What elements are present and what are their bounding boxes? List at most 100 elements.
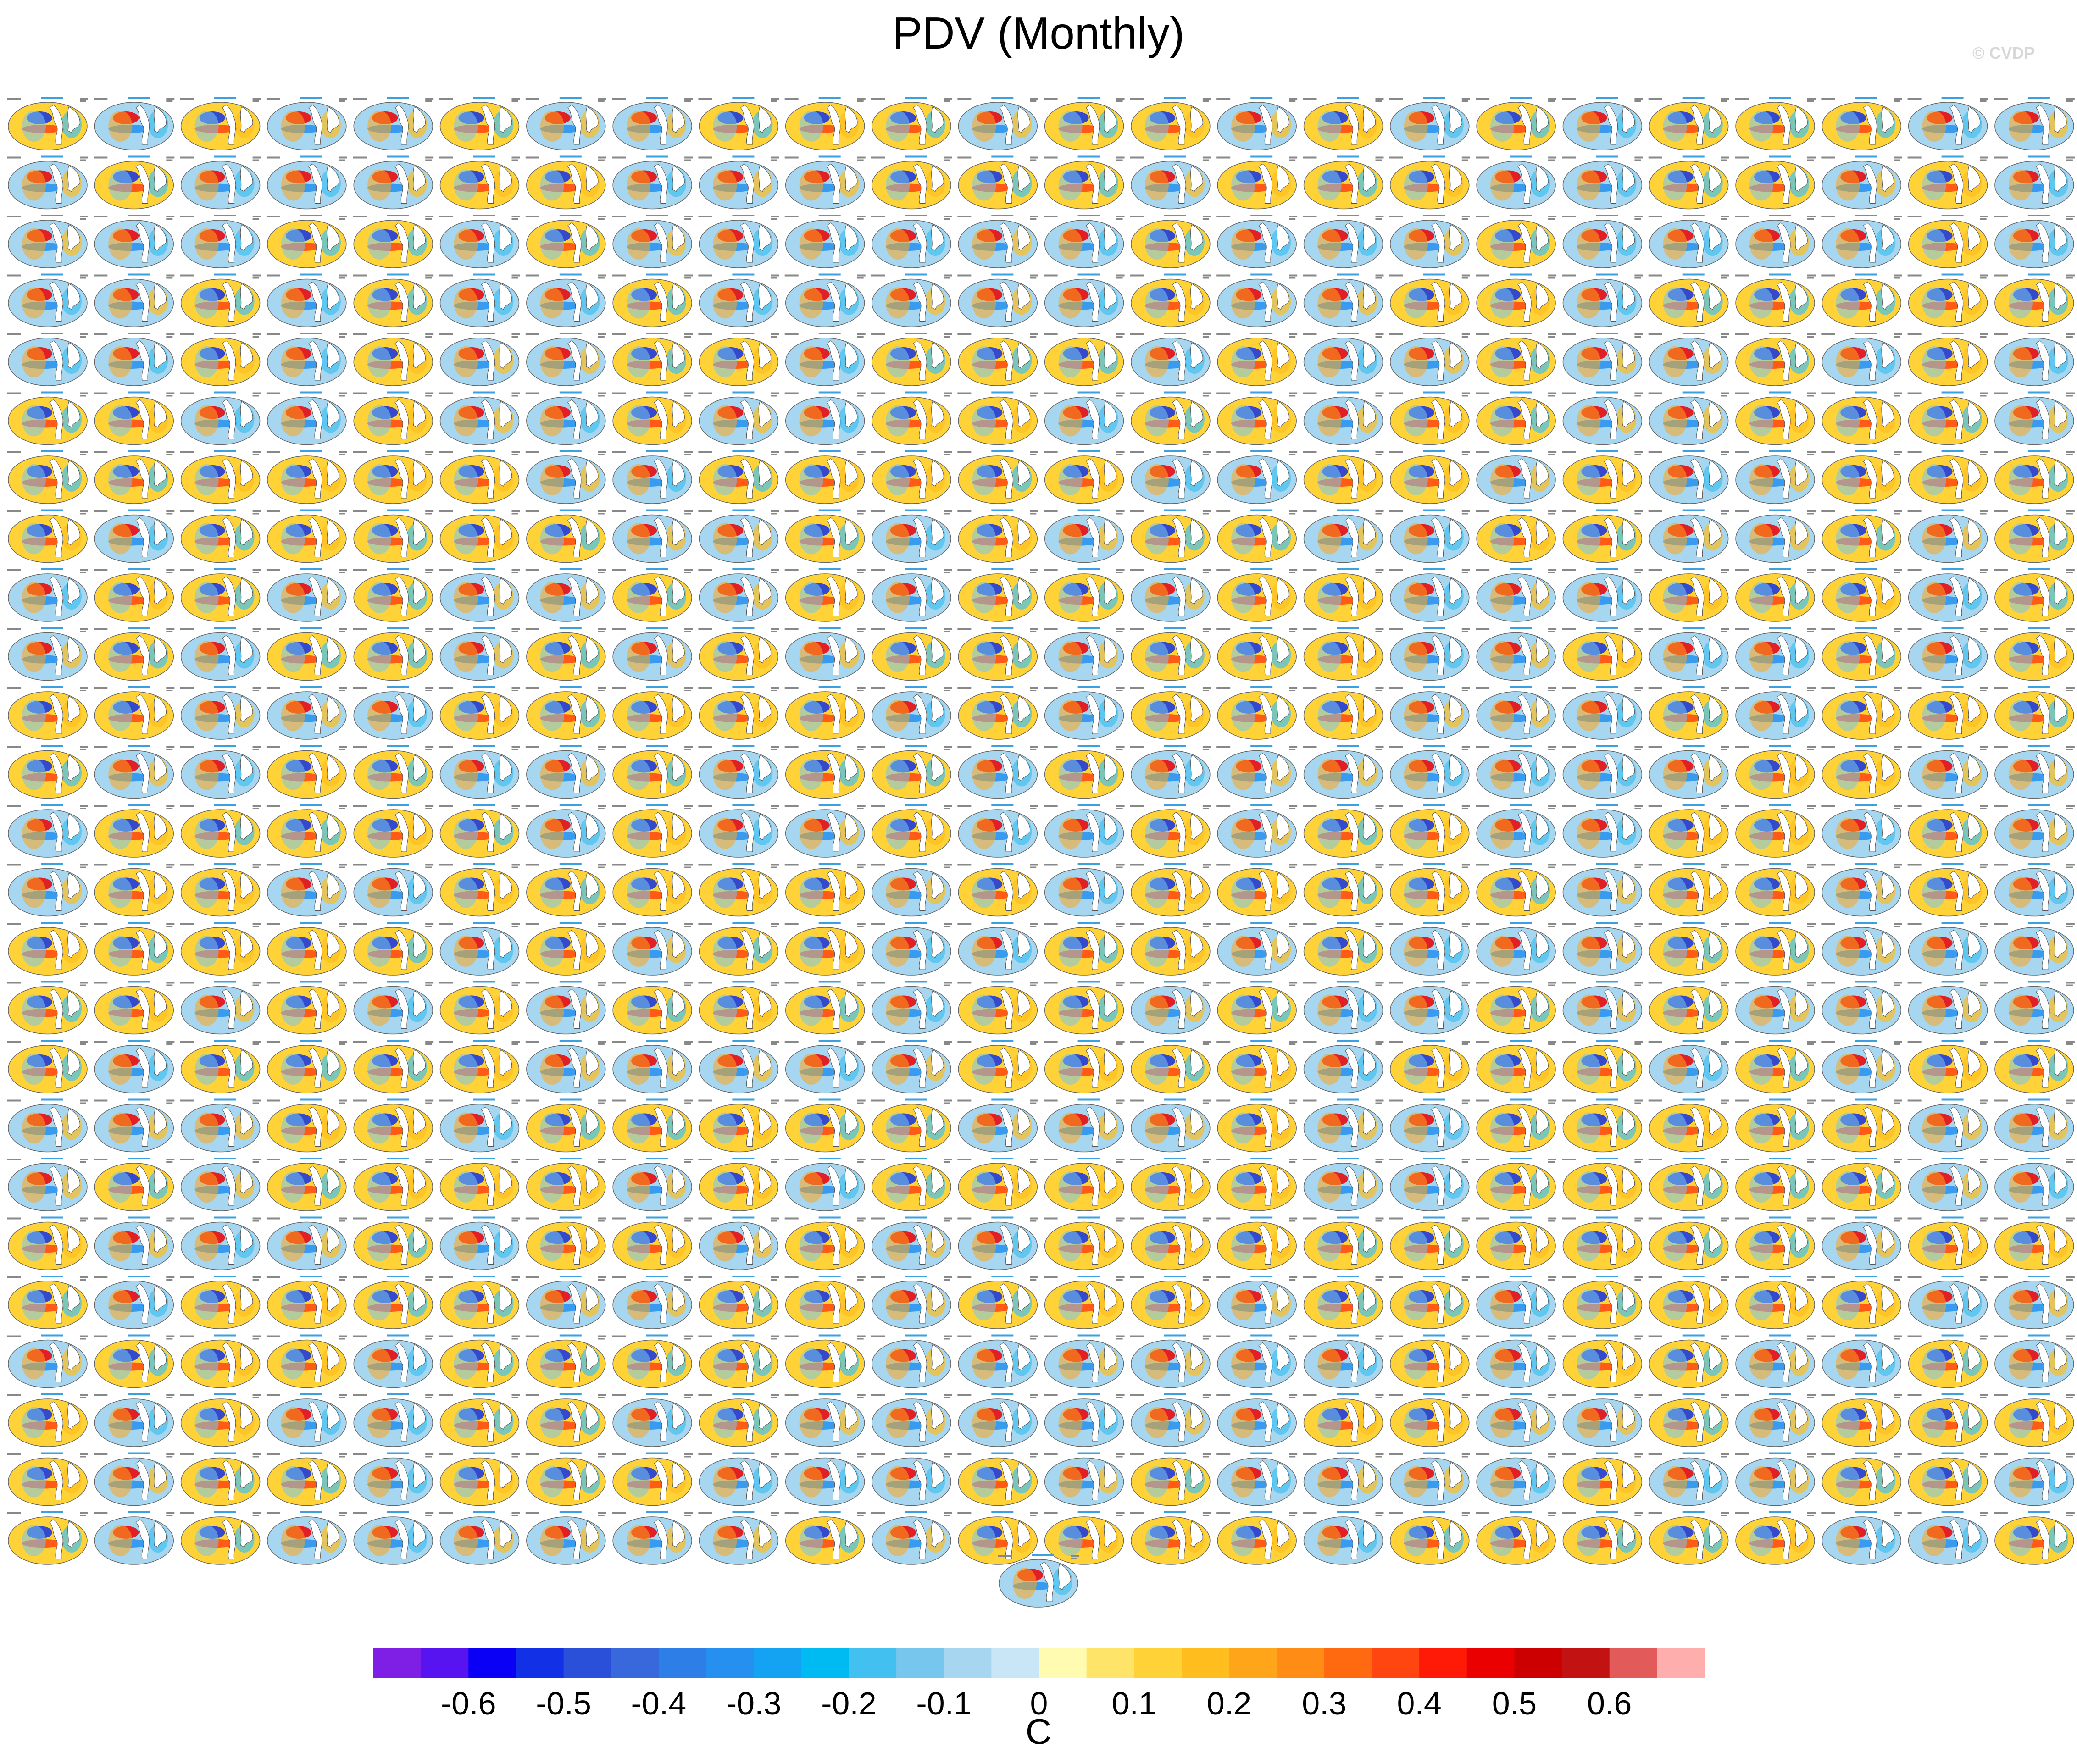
sst-pattern [1404,105,1464,145]
map-panel [1044,215,1125,268]
map-panel [1994,215,2075,268]
sst-pattern [1404,281,1464,322]
sst-pattern [22,399,82,439]
map-panel [1735,155,1816,210]
colorbar-swatch [1372,1648,1420,1678]
map-panel [94,215,175,268]
map-panel [94,391,175,445]
map-panel [1735,333,1816,386]
sst-pattern [1144,281,1205,322]
sst-pattern [886,340,945,381]
map-panel [439,333,520,386]
map-panel [1735,215,1816,268]
sst-pattern [1490,163,1550,204]
sst-pattern [1490,340,1550,381]
map-panel [1907,333,1988,386]
map-panel [1562,333,1643,386]
colorbar-tick-label: -0.2 [821,1686,877,1721]
map-panel [180,97,261,150]
sst-pattern [886,163,945,204]
map-panel [1216,215,1298,268]
map-panel [784,333,866,386]
colorbar-swatch [1657,1648,1705,1678]
sst-pattern [22,340,82,381]
colorbar-swatch [1134,1648,1182,1678]
sst-pattern [22,105,82,145]
colorbar-tick-label: 0.1 [1112,1686,1156,1721]
map-panel [1389,97,1470,150]
map-panel [266,155,347,210]
sst-pattern [540,105,600,145]
map-panel [94,333,175,386]
map-panel [439,273,520,327]
sst-pattern [1577,281,1637,322]
map-panel [1476,273,1557,327]
map-panel [1130,215,1211,268]
colorbar-swatch [373,1648,422,1678]
map-panel [957,273,1038,327]
sst-pattern [799,163,859,204]
map-panel [698,155,779,210]
map-panel [525,273,606,327]
map-panel [1821,155,1902,210]
sst-pattern [2008,163,2068,204]
map-panel [7,155,88,210]
map-panel [1130,273,1211,327]
map-panel [94,155,175,210]
sst-pattern [1490,105,1550,145]
sst-pattern [1577,340,1637,381]
sst-pattern [194,399,255,439]
colorbar-swatch [1466,1648,1515,1678]
colorbar-swatch [421,1648,469,1678]
sst-pattern [799,281,859,322]
sst-pattern [1231,281,1291,322]
colorbar-tick-label: -0.4 [631,1686,687,1721]
sst-pattern [108,340,168,381]
map-panel [525,215,606,268]
map-panel [1303,155,1384,210]
sst-pattern [799,340,859,381]
map-panel [784,215,866,268]
sst-pattern [22,222,82,263]
sst-pattern [367,340,428,381]
map-panel [1648,97,1729,150]
sst-pattern [108,399,168,439]
sst-pattern [1231,222,1291,263]
map-panel [1735,97,1816,150]
sst-pattern [713,105,773,145]
map-panel [266,215,347,268]
map-panel [1821,97,1902,150]
map-panel [1130,97,1211,150]
sst-pattern [627,222,687,263]
map-panel [1994,333,2075,386]
colorbar-swatch [896,1648,944,1678]
sst-pattern [713,222,773,263]
map-panel [612,97,693,150]
map-panel [698,215,779,268]
sst-pattern [972,163,1032,204]
sst-pattern [627,281,687,322]
map-panel [871,273,952,327]
map-panel [1821,273,1902,327]
map-panel [94,97,175,150]
map-panel [957,333,1038,386]
sst-pattern [1317,281,1377,322]
sst-pattern [281,222,341,263]
sst-pattern [1922,163,1982,204]
map-panel [784,273,866,327]
sst-pattern [1404,340,1464,381]
map-panel [1476,155,1557,210]
sst-pattern [281,105,341,145]
colorbar-swatch [849,1648,897,1678]
sst-pattern [108,163,168,204]
map-panel [1907,215,1988,268]
sst-pattern [799,222,859,263]
sst-pattern [194,281,255,322]
sst-pattern [972,340,1032,381]
colorbar-tick-label: -0.1 [916,1686,972,1721]
colorbar-swatch [991,1648,1039,1678]
map-panel [1044,155,1125,210]
sst-pattern [1749,163,1809,204]
map-panel [1821,333,1902,386]
